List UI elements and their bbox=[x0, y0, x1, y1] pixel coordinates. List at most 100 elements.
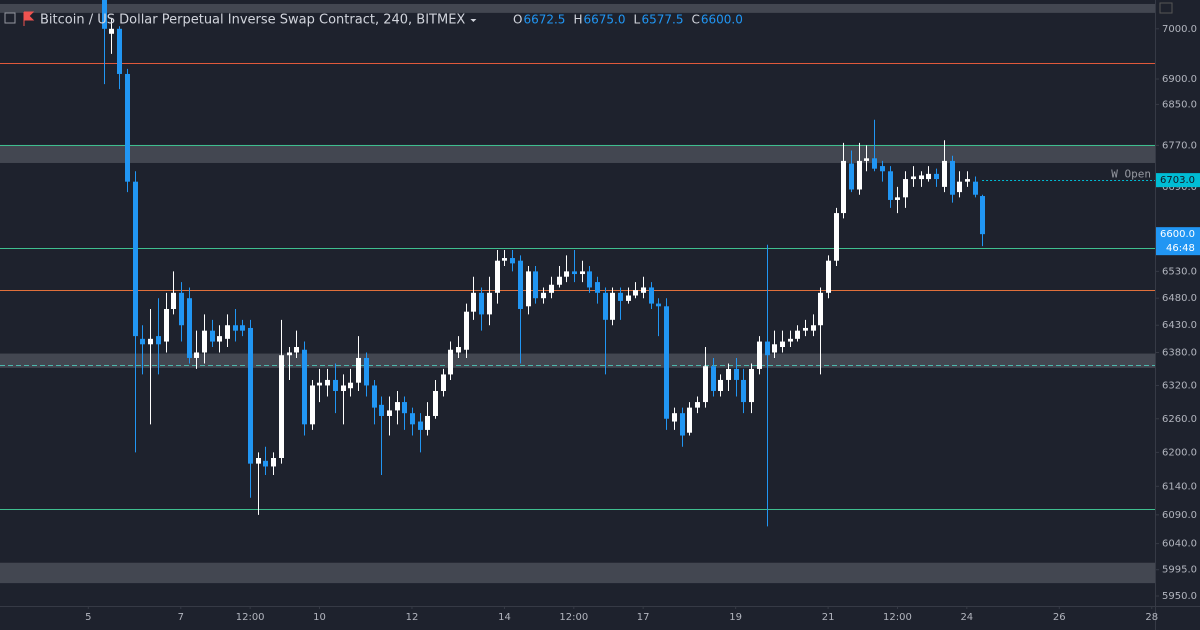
candle-body bbox=[973, 181, 978, 195]
x-tick-label: 24 bbox=[960, 612, 973, 623]
candle-body bbox=[425, 415, 430, 430]
candle-body bbox=[117, 28, 122, 74]
candle-body bbox=[225, 325, 230, 339]
zone bbox=[0, 353, 1155, 368]
y-tick-label: 6530.0 bbox=[1162, 266, 1197, 277]
candle-body bbox=[603, 292, 608, 320]
candle-body bbox=[672, 413, 677, 422]
candle-body bbox=[849, 163, 854, 190]
zone bbox=[0, 3, 1155, 13]
y-tick-label: 6260.0 bbox=[1162, 414, 1197, 425]
candle-body bbox=[549, 284, 554, 293]
y-tick-label: 6320.0 bbox=[1162, 380, 1197, 391]
candle-body bbox=[402, 402, 407, 414]
candle-body bbox=[271, 458, 276, 467]
candle-body bbox=[942, 160, 947, 187]
candle-body bbox=[102, 0, 107, 29]
candle-body bbox=[903, 179, 908, 198]
y-tick-label: 6900.0 bbox=[1162, 74, 1197, 85]
candle-body bbox=[479, 292, 484, 315]
ohlc-value: 6675.0 bbox=[583, 13, 625, 27]
candle-body bbox=[210, 330, 215, 342]
candle-body bbox=[395, 402, 400, 411]
zone bbox=[0, 144, 1155, 163]
ohlc-value: 6672.5 bbox=[523, 13, 565, 27]
price-label-bg bbox=[1156, 227, 1200, 256]
candle-body bbox=[818, 292, 823, 326]
dropdown-caret[interactable] bbox=[470, 19, 477, 22]
candle-body bbox=[864, 158, 869, 161]
x-tick-label: 10 bbox=[313, 612, 326, 623]
candle-body bbox=[495, 260, 500, 293]
candle-body bbox=[587, 271, 592, 288]
candle-body bbox=[618, 292, 623, 301]
candle-body bbox=[471, 292, 476, 312]
y-tick-label: 6850.0 bbox=[1162, 99, 1197, 110]
candle-body bbox=[348, 382, 353, 389]
candle-body bbox=[564, 271, 569, 277]
candle-body bbox=[156, 336, 161, 345]
candle-body bbox=[248, 327, 253, 464]
countdown: 46:48 bbox=[1166, 243, 1195, 254]
flag-icon[interactable] bbox=[23, 11, 35, 26]
candle-body bbox=[202, 330, 207, 353]
y-tick-label: 6140.0 bbox=[1162, 481, 1197, 492]
candle-body bbox=[302, 349, 307, 425]
y-tick-label: 6690.0 bbox=[1162, 182, 1197, 193]
y-tick-label: 6090.0 bbox=[1162, 510, 1197, 521]
candle-body bbox=[456, 347, 461, 353]
candle-body bbox=[633, 290, 638, 296]
candle-body bbox=[410, 413, 415, 425]
x-tick-label: 17 bbox=[637, 612, 650, 623]
collapse-icon[interactable] bbox=[4, 12, 16, 24]
x-tick-label: 21 bbox=[822, 612, 835, 623]
ohlc-key: L bbox=[633, 13, 640, 27]
candle-body bbox=[857, 160, 862, 190]
x-tick-label: 12:00 bbox=[559, 612, 588, 623]
candle-body bbox=[502, 258, 507, 261]
candle-body bbox=[148, 338, 153, 345]
x-tick-label: 7 bbox=[178, 612, 184, 623]
candle-body bbox=[233, 325, 238, 331]
candle-body bbox=[703, 366, 708, 403]
candle-body bbox=[772, 344, 777, 353]
price-label: 6600.0 bbox=[1160, 229, 1195, 240]
x-tick-label: 12:00 bbox=[883, 612, 912, 623]
x-tick-label: 28 bbox=[1145, 612, 1158, 623]
candle-body bbox=[464, 311, 469, 350]
y-tick-label: 6480.0 bbox=[1162, 293, 1197, 304]
candle-body bbox=[919, 175, 924, 180]
candle-body bbox=[171, 292, 176, 309]
zone bbox=[0, 562, 1155, 584]
y-tick-label: 7000.0 bbox=[1162, 24, 1197, 35]
x-tick-label: 14 bbox=[498, 612, 511, 623]
candle-body bbox=[279, 355, 284, 459]
settings-icon[interactable] bbox=[1159, 2, 1173, 14]
candle-body bbox=[164, 308, 169, 342]
x-tick-label: 12 bbox=[406, 612, 419, 623]
candle-body bbox=[541, 292, 546, 299]
ohlc-key: H bbox=[573, 13, 582, 27]
candle-body bbox=[695, 402, 700, 408]
chart-title[interactable]: Bitcoin / US Dollar Perpetual Inverse Sw… bbox=[40, 13, 465, 28]
candle-body bbox=[980, 196, 985, 235]
candle-body bbox=[610, 292, 615, 320]
candle-body bbox=[664, 306, 669, 419]
y-tick-label: 5950.0 bbox=[1162, 591, 1197, 602]
candle-body bbox=[256, 458, 261, 464]
candle-body bbox=[418, 421, 423, 430]
candle-body bbox=[965, 179, 970, 182]
x-tick-label: 5 bbox=[85, 612, 91, 623]
candle-body bbox=[333, 379, 338, 391]
candle-body bbox=[317, 382, 322, 386]
price-label-bg bbox=[1156, 173, 1200, 188]
candle-body bbox=[718, 379, 723, 391]
candle-body bbox=[757, 341, 762, 369]
candle-body bbox=[895, 197, 900, 200]
y-tick-label: 6430.0 bbox=[1162, 320, 1197, 331]
candle-body bbox=[179, 292, 184, 326]
candle-body bbox=[187, 298, 192, 358]
